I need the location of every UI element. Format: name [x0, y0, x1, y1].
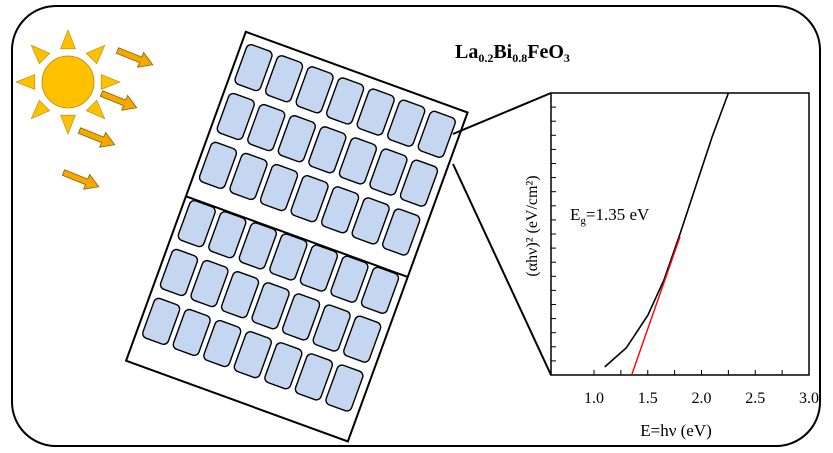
zoom-line-bottom	[452, 163, 552, 376]
solar-cell	[312, 304, 351, 352]
panel-divider	[185, 195, 409, 278]
solar-cell	[251, 282, 290, 330]
solar-cell	[159, 248, 199, 297]
bandgap-annotation: Eg=1.35 eV	[570, 205, 650, 227]
absorption-curve	[604, 92, 730, 368]
sun-ray	[30, 44, 51, 65]
light-ray-arrow-icon	[61, 169, 100, 190]
zoom-line-top	[452, 92, 552, 135]
solar-cell	[417, 110, 456, 158]
solar-cell	[190, 259, 229, 308]
solar-panel	[124, 30, 469, 443]
solar-cell	[290, 175, 329, 223]
solar-cell	[281, 293, 321, 341]
x-tick-label: 3.0	[799, 390, 819, 407]
solar-cell	[198, 141, 238, 189]
solar-cell	[320, 186, 360, 234]
solar-cell	[229, 152, 268, 201]
x-ticks: 1.0 1.5 2.0 2.5 3.0	[584, 370, 819, 407]
x-axis-label: E=hν (eV)	[640, 421, 712, 440]
solar-cell	[264, 342, 303, 390]
solar-cell	[356, 88, 395, 136]
solar-cell	[269, 233, 308, 281]
solar-cell	[208, 211, 247, 259]
sun-ray	[85, 44, 106, 65]
sun-ray	[100, 74, 121, 90]
solar-cell	[330, 255, 369, 303]
solar-cell	[360, 266, 400, 314]
solar-cell	[277, 115, 316, 163]
light-ray-arrows	[61, 47, 154, 190]
y-axis-label: (αhν)² (eV/cm²)	[524, 175, 541, 276]
tauc-plot: 1.0 1.5 2.0 2.5 3.0 Eg=1.35 eV E=hν (eV) (αh…	[524, 92, 819, 440]
x-tick-label: 2.0	[692, 390, 712, 407]
solar-cell	[399, 159, 439, 207]
solar-cell	[325, 77, 365, 125]
solar-cell	[264, 55, 304, 103]
x-tick-label: 1.0	[584, 390, 604, 407]
light-ray-arrow-icon	[99, 90, 138, 111]
solar-cell	[172, 308, 211, 357]
solar-cell	[238, 222, 277, 270]
solar-cell	[203, 319, 242, 368]
sun-icon	[15, 29, 121, 135]
solar-cell	[338, 137, 378, 185]
material-formula: La0.2Bi0.8FeO3	[455, 41, 570, 65]
solar-cell	[369, 148, 408, 196]
solar-cell	[142, 297, 181, 345]
x-tick-label: 1.5	[638, 390, 658, 407]
solar-cell	[325, 364, 364, 412]
solar-cell	[233, 331, 272, 379]
solar-cell	[387, 99, 426, 147]
tangent-fit-line	[630, 236, 681, 376]
solar-cell	[308, 126, 347, 174]
solar-cell	[259, 163, 299, 212]
sun-ray	[60, 29, 76, 50]
sun-ray	[30, 99, 51, 120]
solar-cell	[343, 315, 382, 363]
sun-ray	[60, 114, 76, 135]
x-tick-label: 2.5	[745, 390, 765, 407]
solar-cell	[295, 66, 334, 114]
solar-cell	[247, 103, 286, 152]
solar-cell	[351, 197, 390, 245]
solar-cell	[294, 353, 334, 401]
y-ticks	[551, 106, 556, 362]
sun-ray	[85, 99, 106, 120]
sun-ray	[15, 74, 36, 90]
solar-cell	[220, 271, 260, 319]
solar-cell	[299, 244, 339, 292]
light-ray-arrow-icon	[77, 127, 116, 148]
solar-cell	[177, 199, 216, 248]
solar-cell	[382, 208, 421, 256]
solar-cell	[216, 92, 255, 141]
sun-disc	[41, 55, 95, 109]
light-ray-arrow-icon	[115, 47, 154, 68]
solar-cell	[234, 43, 273, 92]
